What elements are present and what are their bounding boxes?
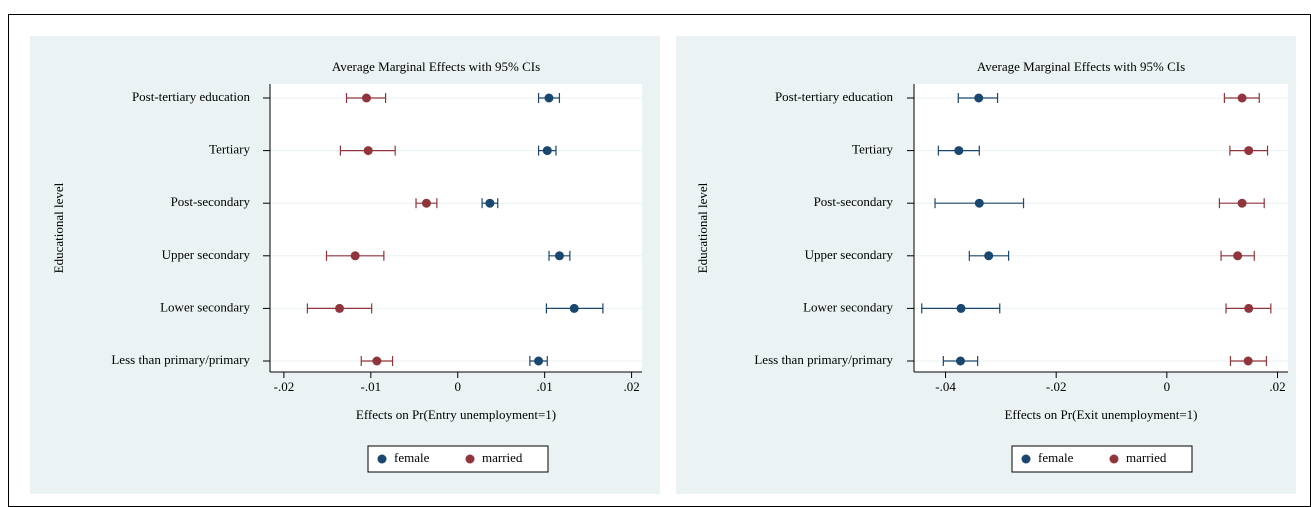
- plot-area: [914, 84, 1288, 372]
- plot-area: [270, 84, 642, 372]
- y-tick-label: Post-tertiary education: [132, 89, 251, 104]
- point: [485, 198, 495, 208]
- chart-title: Average Marginal Effects with 95% CIs: [332, 59, 540, 74]
- x-tick-label: .02: [623, 379, 639, 394]
- y-tick-label: Lower secondary: [803, 299, 893, 314]
- legend-box: [367, 445, 549, 473]
- legend-label: female: [1038, 450, 1074, 465]
- legend-marker: [1021, 454, 1031, 464]
- point: [955, 356, 965, 366]
- legend-marker: [1109, 454, 1119, 464]
- point: [534, 356, 544, 366]
- x-tick-label: -.02: [1046, 379, 1067, 394]
- point: [554, 251, 564, 261]
- point: [372, 356, 382, 366]
- x-tick-label: 0: [454, 379, 461, 394]
- x-tick-label: -.02: [274, 379, 295, 394]
- legend-marker: [465, 454, 475, 464]
- point: [1237, 198, 1247, 208]
- y-tick-label: Lower secondary: [160, 299, 250, 314]
- x-axis-title: Effects on Pr(Entry unemployment=1): [356, 407, 556, 422]
- point: [350, 251, 360, 261]
- point: [361, 93, 371, 103]
- y-tick-label: Upper secondary: [805, 247, 894, 262]
- point: [544, 93, 554, 103]
- point: [421, 198, 431, 208]
- y-tick-label: Tertiary: [209, 142, 250, 157]
- legend-label: female: [394, 450, 430, 465]
- y-tick-label: Post-secondary: [171, 194, 251, 209]
- point: [974, 93, 984, 103]
- x-tick-label: -.01: [361, 379, 382, 394]
- point: [956, 303, 966, 313]
- point: [363, 146, 373, 156]
- legend-marker: [377, 454, 387, 464]
- point: [1243, 356, 1253, 366]
- x-tick-label: -.04: [935, 379, 956, 394]
- y-axis-title: Educational level: [51, 182, 66, 273]
- x-axis-title: Effects on Pr(Exit unemployment=1): [1004, 407, 1197, 422]
- y-tick-label: Less than primary/primary: [111, 352, 250, 367]
- point: [1237, 93, 1247, 103]
- point: [954, 146, 964, 156]
- y-tick-label: Less than primary/primary: [754, 352, 893, 367]
- x-tick-label: 0: [1164, 379, 1171, 394]
- point: [569, 303, 579, 313]
- y-tick-label: Post-tertiary education: [775, 89, 894, 104]
- chart-title: Average Marginal Effects with 95% CIs: [977, 59, 1185, 74]
- legend-label: married: [1126, 450, 1167, 465]
- point: [984, 251, 994, 261]
- y-tick-label: Post-secondary: [814, 194, 894, 209]
- point: [974, 198, 984, 208]
- point: [1244, 146, 1254, 156]
- point: [1233, 251, 1243, 261]
- y-axis-title: Educational level: [695, 182, 710, 273]
- y-tick-label: Upper secondary: [162, 247, 251, 262]
- x-tick-label: .01: [537, 379, 553, 394]
- x-tick-label: .02: [1269, 379, 1285, 394]
- legend-label: married: [482, 450, 523, 465]
- point: [1244, 303, 1254, 313]
- point: [335, 303, 345, 313]
- y-tick-label: Tertiary: [852, 142, 893, 157]
- point: [542, 146, 552, 156]
- legend-box: [1011, 445, 1193, 473]
